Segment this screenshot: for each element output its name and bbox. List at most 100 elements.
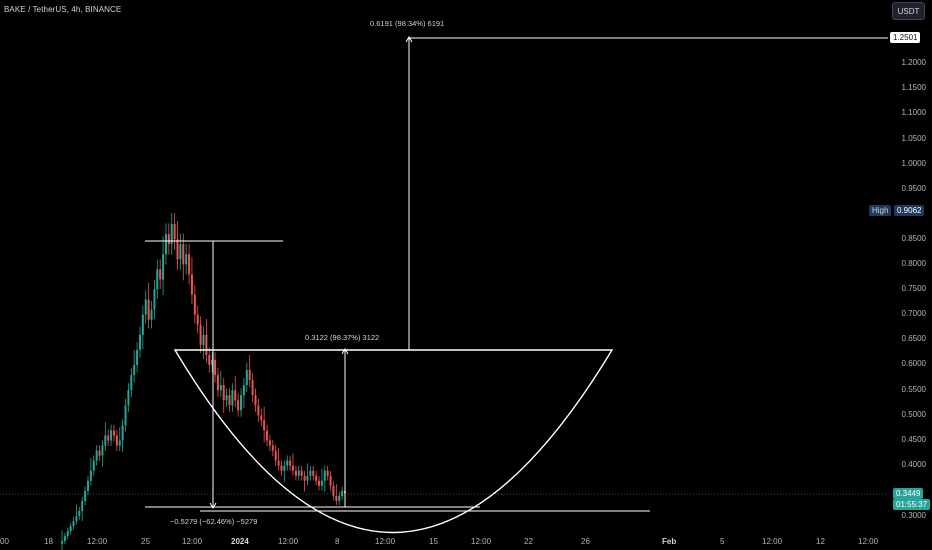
candle-body [211,359,214,365]
candle-body [81,500,84,511]
candle-body [159,269,162,280]
candle-body [107,435,110,441]
candle-body [98,450,101,456]
candle-body [315,475,318,481]
candle-body [303,475,306,481]
candle-body [162,254,165,280]
candle-body [237,400,240,411]
candle-body [263,420,266,431]
time-tick: 25 [141,537,150,546]
candle-body [208,354,211,365]
candle-body [323,470,326,481]
candle-body [245,370,248,386]
price-tick: 1.2000 [901,58,926,67]
price-tick: 0.9500 [901,184,926,193]
candle-body [118,440,121,446]
candle-body [214,359,217,376]
candle-body [124,405,127,426]
candle-body [318,480,321,486]
candle-body [306,475,309,481]
candle-body [61,541,63,544]
candle-body [75,516,78,522]
candle-body [268,440,271,446]
candle-body [112,430,115,436]
candle-body [176,239,179,260]
candle-body [136,349,139,365]
candle-body [101,445,104,456]
candle-body [170,224,173,245]
high-label: High [869,205,892,216]
time-tick: 12:00 [858,537,879,546]
price-tick: 0.6000 [901,359,926,368]
candle-body [248,370,251,381]
price-tick: 0.3000 [901,511,926,520]
candle-body [300,470,303,476]
time-tick: 12 [816,537,825,546]
candle-body [286,460,289,466]
candle-body [297,470,300,476]
time-tick: 12:00 [278,537,299,546]
candle-body [280,465,283,471]
candle-body [254,395,257,406]
time-tick-year: 2024 [231,537,249,546]
countdown-badge: 01:55:37 [893,499,931,510]
price-tick: 1.0000 [901,159,926,168]
candle-body [266,430,269,441]
candle-body [240,395,243,411]
candle-body [89,470,92,481]
candle-body [72,521,75,527]
price-tick: 1.0500 [901,134,926,143]
candle-body [133,365,136,376]
candle-body [63,536,66,542]
candle-body [66,531,69,537]
candle-body [86,480,89,491]
candle-body [309,470,312,476]
price-tick: 0.8500 [901,234,926,243]
time-tick: 5 [720,537,725,546]
high-value-badge: 0.9062 [894,205,925,216]
price-tick: 0.5500 [901,385,926,394]
candle-body [141,314,144,335]
candle-body [294,470,297,476]
price-tick: 1.1000 [901,108,926,117]
time-tick: 26 [581,537,590,546]
candle-body [283,465,286,471]
candle-body [199,324,202,345]
time-tick: 00 [0,537,9,546]
candle-body [225,395,228,401]
candle-body [196,314,199,325]
time-tick: 12:00 [182,537,203,546]
candle-body [338,495,341,501]
time-tick: 12:00 [87,537,108,546]
price-tick: 0.5000 [901,410,926,419]
target-projection-head [405,36,413,43]
cup-projection-head [341,348,349,355]
candle-body [153,289,156,310]
time-tick-month: Feb [662,537,677,546]
time-tick: 15 [429,537,438,546]
candle-body [271,445,274,451]
candle-body [251,380,254,396]
candle-body [231,390,234,406]
drop-measure-label: −0.5279 (−62.46%) −5279 [170,517,258,526]
time-tick: 8 [335,537,340,546]
cup-pattern[interactable] [173,349,614,533]
price-tick: 1.1500 [901,83,926,92]
candle-body [167,234,170,245]
candle-body [222,385,225,401]
candle-body [84,490,87,501]
symbol-title: BAKE / TetherUS, 4h, BINANCE [4,5,122,14]
candle-body [110,430,113,441]
candle-body [341,490,344,496]
currency-button[interactable]: USDT [892,2,925,20]
cup-projection-label: 0.3122 (98.37%) 3122 [305,333,380,342]
time-tick: 12:00 [762,537,783,546]
price-tick: 0.4500 [901,435,926,444]
candle-body [147,299,150,320]
drop-arrow-head [209,502,217,509]
candle-body [216,375,219,391]
candle-body [312,470,315,476]
candle-body [92,460,95,471]
